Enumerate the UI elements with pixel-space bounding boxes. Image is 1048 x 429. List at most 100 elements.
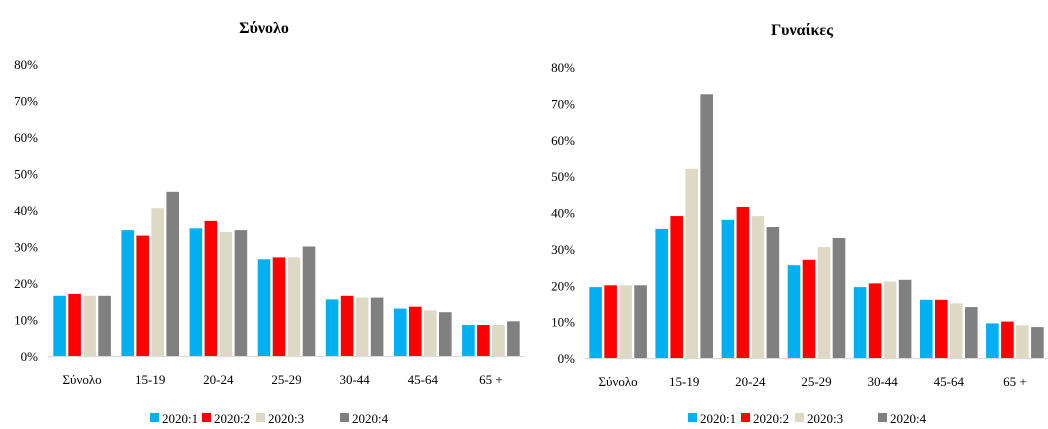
chart-1-bar <box>234 230 248 356</box>
chart-2-y-tick-label: 10% <box>551 315 575 330</box>
chart-1-x-category-label: 30-44 <box>339 372 370 387</box>
chart-2-bar <box>1016 325 1029 358</box>
chart-2-bar <box>655 228 668 358</box>
chart-2-bar <box>751 216 765 358</box>
chart-2-x-category-label: 30-44 <box>867 374 898 389</box>
chart-2-bar <box>986 323 999 358</box>
chart-1-x-category-label: 20-24 <box>203 372 234 387</box>
chart-1-bar <box>257 259 271 356</box>
chart-2-x-category-label: 45-64 <box>934 374 965 389</box>
chart-1-legend-swatch <box>150 413 159 422</box>
chart-1-legend-label: 2020:3 <box>268 411 304 426</box>
chart-2-legend-label: 2020:2 <box>753 411 789 426</box>
chart-1-bar <box>166 191 179 357</box>
chart-1-bar <box>370 297 384 356</box>
chart-1-legend-swatch <box>202 413 211 422</box>
chart-2-bar <box>817 247 831 358</box>
chart-2-bar <box>721 219 735 358</box>
chart-1-bar <box>409 306 422 356</box>
chart-1-legend-label: 2020:2 <box>214 411 250 426</box>
chart-2-bar <box>868 283 882 358</box>
chart-1-bar <box>507 321 520 356</box>
chart-2-bar <box>685 168 698 358</box>
chart-2-legend-swatch <box>688 413 697 422</box>
chart-2-y-tick-label: 80% <box>551 60 575 75</box>
chart-2-bar <box>670 216 683 358</box>
chart-1-bar <box>340 295 354 356</box>
chart-1-y-tick-label: 60% <box>14 130 38 145</box>
chart-1-y-tick-label: 40% <box>14 203 38 218</box>
chart-2-bar <box>965 307 978 358</box>
chart-2-bar <box>920 299 933 358</box>
chart-1-bar <box>272 257 286 356</box>
chart-2-x-category-label: 15-19 <box>669 374 699 389</box>
chart-2-bar <box>589 287 602 358</box>
chart-2-x-category-label: 20-24 <box>735 374 766 389</box>
chart-1-y-tick-label: 70% <box>14 94 38 109</box>
chart-1-x-category-label: Σύνολο <box>62 372 101 387</box>
chart-2-title: Γυναίκες <box>771 22 833 39</box>
chart-1-bar <box>287 257 301 356</box>
chart-1-x-category-label: 15-19 <box>135 372 165 387</box>
chart-2-y-tick-label: 50% <box>551 169 575 184</box>
chart-2-bar <box>853 287 867 358</box>
chart-1-y-tick-label: 30% <box>14 240 38 255</box>
chart-2-legend-swatch <box>741 413 750 422</box>
chart-1-bar <box>462 325 475 356</box>
chart-1-y-tick-label: 0% <box>21 349 39 364</box>
chart-2-legend-swatch <box>795 413 804 422</box>
chart-2-y-tick-label: 20% <box>551 278 575 293</box>
chart-2-bar <box>1001 321 1014 358</box>
chart-1-bar <box>136 235 149 356</box>
chart-1-legend-label: 2020:1 <box>162 411 198 426</box>
chart-2-bar <box>802 259 816 358</box>
chart-2-bar <box>604 285 617 359</box>
chart-1-y-tick-label: 80% <box>14 57 38 72</box>
chart-1-bar <box>121 230 134 356</box>
chart-1-bar <box>492 325 505 356</box>
chart-1-y-tick-label: 20% <box>14 276 38 291</box>
chart-2-legend-label: 2020:3 <box>807 411 843 426</box>
chart-1-bar <box>98 295 111 356</box>
chart-1-legend-swatch <box>340 413 349 422</box>
chart-2-bar <box>898 279 912 358</box>
chart-1-bar <box>325 299 339 356</box>
chart-1-bar <box>439 312 452 356</box>
chart-1-y-tick-label: 50% <box>14 167 38 182</box>
chart-2-y-tick-label: 40% <box>551 206 575 221</box>
chart-1-bar <box>189 228 203 357</box>
chart-2-x-category-label: Σύνολο <box>598 374 637 389</box>
chart-2-bar <box>1031 327 1044 358</box>
chart-2-bar <box>766 227 780 358</box>
chart-2-bar <box>736 207 750 358</box>
chart-2-y-tick-label: 60% <box>551 133 575 148</box>
chart-1-bar <box>394 308 407 356</box>
chart-1-title: Σύνολο <box>239 20 289 37</box>
chart-1-bar <box>355 297 369 356</box>
chart-1-bar <box>83 295 96 356</box>
chart-2-bar <box>787 265 801 358</box>
chart-2-bar <box>883 281 897 358</box>
chart-2-legend-label: 2020:4 <box>890 411 927 426</box>
chart-1-legend-label: 2020:4 <box>352 411 389 426</box>
chart-1-x-category-label: 45-64 <box>408 372 439 387</box>
chart-2-bar <box>832 238 846 358</box>
chart-2-y-tick-label: 30% <box>551 242 575 257</box>
chart-1-x-category-label: 25-29 <box>271 372 301 387</box>
chart-2-bar <box>634 285 647 359</box>
chart-1-legend-swatch <box>256 413 265 422</box>
chart-1-y-tick-label: 10% <box>14 313 38 328</box>
chart-1-bar <box>219 231 233 356</box>
chart-1-bar <box>151 208 164 356</box>
chart-2-bar <box>935 299 948 358</box>
chart-2-bar <box>950 303 963 358</box>
chart-2-y-tick-label: 70% <box>551 96 575 111</box>
chart-2-legend-label: 2020:1 <box>700 411 736 426</box>
chart-1-bar <box>68 293 81 356</box>
chart-1-bar <box>424 310 437 356</box>
chart-1-x-category-label: 65 + <box>479 372 503 387</box>
chart-2-x-category-label: 25-29 <box>801 374 831 389</box>
chart-2-bar <box>619 285 632 359</box>
chart-2-bar <box>700 94 713 359</box>
